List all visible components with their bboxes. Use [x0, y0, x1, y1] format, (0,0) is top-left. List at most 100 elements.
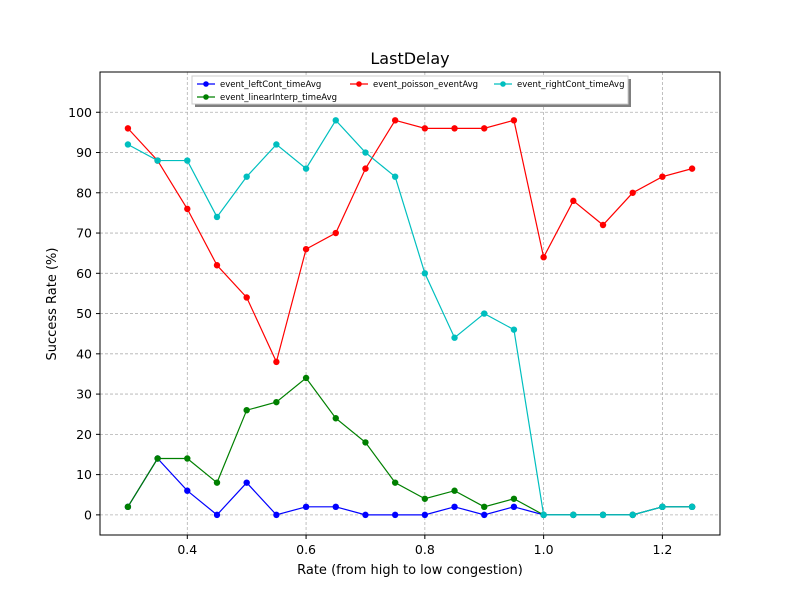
y-tick-label: 10 — [76, 467, 92, 482]
data-point — [124, 141, 132, 148]
y-tick-label: 80 — [76, 185, 92, 200]
y-tick-label: 70 — [76, 226, 92, 241]
data-point — [391, 173, 399, 180]
data-point — [332, 503, 339, 511]
y-axis: 0 10 20 30 40 50 60 70 80 90 100 — [68, 105, 100, 522]
data-point — [451, 503, 458, 511]
data-point — [154, 455, 161, 462]
data-point — [421, 495, 429, 502]
x-tick-label: 1.0 — [534, 542, 554, 557]
chart-title: LastDelay — [370, 49, 449, 68]
data-point — [629, 511, 636, 519]
data-point — [213, 262, 221, 269]
data-point — [213, 511, 221, 519]
data-point — [391, 117, 399, 124]
x-tick-label: 0.8 — [415, 542, 435, 557]
data-point — [154, 157, 161, 164]
legend-label: event_leftCont_timeAvg — [220, 80, 321, 90]
data-point — [659, 503, 666, 511]
data-point — [243, 173, 250, 180]
data-point — [273, 398, 280, 406]
legend-label: event_linearInterp_timeAvg — [220, 93, 337, 103]
data-point — [570, 197, 577, 205]
data-point — [540, 511, 547, 519]
data-point — [421, 270, 429, 277]
data-point — [362, 439, 369, 446]
data-point — [481, 503, 488, 511]
data-point — [362, 149, 369, 156]
data-point — [451, 487, 458, 494]
x-axis-label: Rate (from high to low congestion) — [297, 563, 523, 578]
grid-lines — [100, 72, 720, 535]
legend-marker — [356, 81, 362, 87]
y-tick-label: 100 — [68, 105, 92, 120]
data-point — [184, 157, 191, 164]
series-line — [127, 119, 693, 516]
data-point — [451, 334, 458, 341]
data-point — [599, 511, 607, 519]
data-point — [659, 173, 666, 180]
data-point — [391, 479, 399, 486]
data-point — [273, 511, 280, 519]
data-point — [540, 254, 547, 261]
data-point — [243, 406, 250, 414]
data-point — [421, 125, 429, 132]
y-tick-label: 50 — [76, 306, 92, 321]
data-point — [332, 117, 339, 124]
data-point — [184, 487, 191, 494]
series-group — [124, 117, 696, 519]
data-point — [332, 229, 339, 237]
data-point — [273, 141, 280, 148]
data-point — [510, 503, 518, 511]
y-tick-label: 60 — [76, 266, 92, 281]
legend-marker — [500, 81, 506, 87]
data-point — [273, 358, 280, 366]
legend-marker — [203, 94, 209, 100]
data-point — [362, 511, 369, 519]
data-point — [124, 503, 132, 511]
data-point — [184, 455, 191, 462]
legend-label: event_poisson_eventAvg — [373, 80, 478, 90]
y-axis-label: Success Rate (%) — [45, 248, 60, 361]
data-point — [184, 205, 191, 213]
data-point — [213, 479, 221, 486]
data-point — [302, 245, 310, 253]
x-tick-label: 0.4 — [177, 542, 197, 557]
data-point — [510, 326, 518, 333]
y-tick-label: 0 — [84, 507, 92, 522]
data-point — [421, 511, 429, 519]
data-point — [481, 125, 488, 132]
legend-label: event_rightCont_timeAvg — [517, 80, 624, 90]
data-point — [213, 213, 221, 221]
data-point — [332, 415, 339, 422]
data-point — [302, 165, 310, 172]
series-event_rightCont_timeAvg — [124, 117, 696, 519]
data-point — [451, 125, 458, 132]
data-point — [599, 221, 607, 229]
data-point — [688, 165, 696, 172]
y-tick-label: 40 — [76, 346, 92, 361]
data-point — [302, 374, 310, 382]
x-tick-label: 1.2 — [652, 542, 672, 557]
legend: event_leftCont_timeAvg event_linearInterp… — [191, 75, 631, 107]
data-point — [688, 503, 696, 511]
x-axis: 0.4 0.6 0.8 1.0 1.2 — [177, 535, 672, 557]
data-point — [510, 495, 518, 502]
y-tick-label: 30 — [76, 387, 92, 402]
legend-marker — [203, 81, 209, 87]
data-point — [243, 479, 250, 486]
x-tick-label: 0.6 — [296, 542, 316, 557]
legend-item: event_linearInterp_timeAvg — [197, 93, 337, 103]
data-point — [481, 310, 488, 317]
legend-box — [191, 75, 629, 105]
legend-item: event_leftCont_timeAvg — [197, 80, 321, 90]
series-line — [127, 119, 693, 364]
data-point — [570, 511, 577, 519]
legend-item: event_poisson_eventAvg — [350, 80, 478, 90]
y-tick-label: 20 — [76, 427, 92, 442]
y-tick-label: 90 — [76, 145, 92, 160]
plot-frame — [99, 71, 721, 536]
data-point — [124, 125, 132, 132]
legend-item: event_rightCont_timeAvg — [494, 80, 624, 90]
